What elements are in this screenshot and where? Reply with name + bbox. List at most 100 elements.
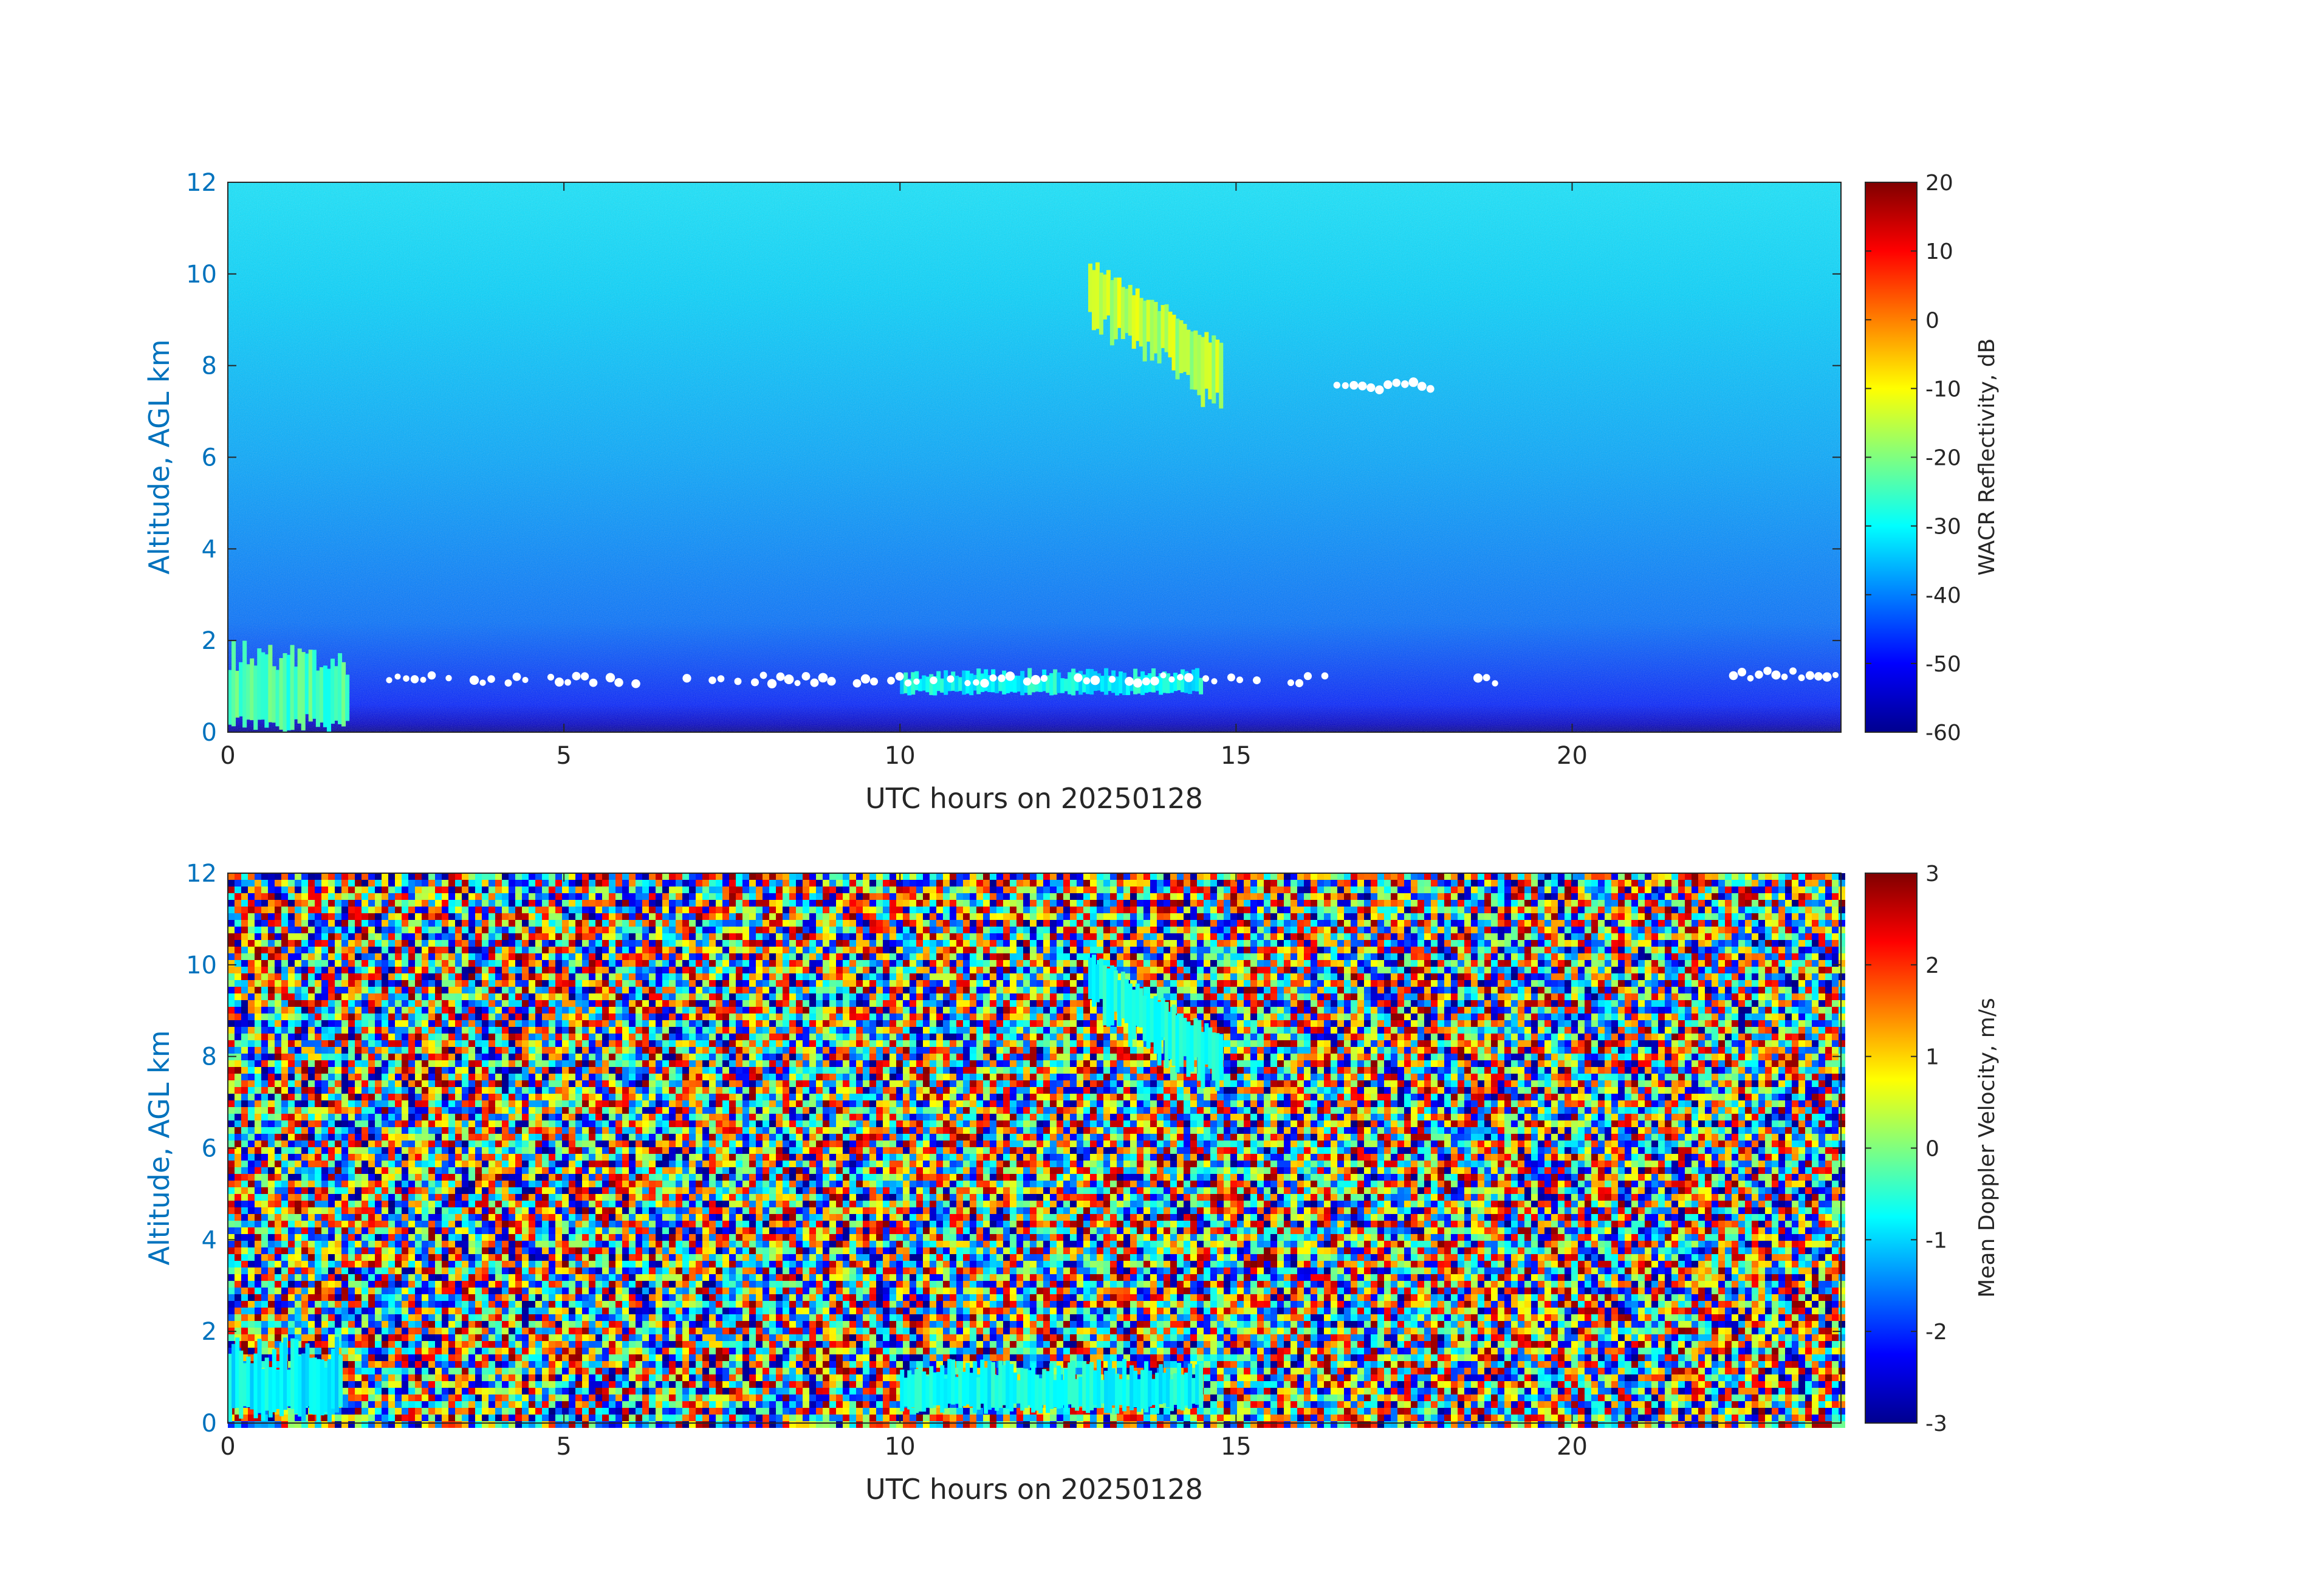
noise-cell [622, 953, 629, 960]
noise-cell [1718, 880, 1725, 887]
noise-cell [1798, 960, 1805, 967]
noise-cell [515, 880, 522, 887]
noise-cell [509, 913, 515, 920]
noise-cell [1043, 993, 1050, 1000]
noise-cell [228, 1000, 235, 1007]
noise-cell [936, 920, 943, 927]
noise-cell [1170, 987, 1177, 993]
noise-cell [1197, 933, 1204, 940]
noise-cell [1170, 873, 1177, 880]
noise-cell [1765, 933, 1772, 940]
noise-cell [976, 987, 983, 993]
noise-cell [529, 980, 535, 987]
noise-cell [1331, 893, 1337, 900]
noise-cell [1003, 940, 1010, 947]
noise-cell [729, 907, 736, 913]
noise-cell [1464, 987, 1471, 993]
noise-cell [402, 953, 408, 960]
noise-cell [1565, 993, 1571, 1000]
noise-cell [1692, 887, 1698, 893]
noise-cell [1164, 953, 1170, 960]
noise-cell [1050, 900, 1057, 907]
noise-cell [856, 993, 863, 1000]
masked-point [564, 679, 571, 686]
noise-cell [1317, 933, 1324, 940]
noise-cell [1143, 907, 1150, 913]
noise-cell [923, 933, 930, 940]
noise-cell [1230, 927, 1237, 933]
noise-cell [1598, 933, 1605, 940]
noise-cell [1705, 933, 1712, 940]
noise-cell [1351, 880, 1357, 887]
noise-cell [856, 947, 863, 953]
noise-cell [1805, 953, 1812, 960]
noise-cell [1063, 900, 1070, 907]
noise-cell [388, 940, 395, 947]
noise-cell [1551, 953, 1558, 960]
noise-cell [1498, 893, 1504, 900]
noise-cell [268, 980, 275, 987]
masked-point [1253, 676, 1261, 685]
noise-cell [1190, 880, 1197, 887]
noise-cell [502, 907, 509, 913]
noise-cell [1070, 920, 1077, 927]
noise-cell [1778, 927, 1785, 933]
noise-cell [963, 967, 970, 973]
noise-cell [1551, 967, 1558, 973]
noise-cell [1651, 887, 1658, 893]
masked-point [1133, 678, 1143, 688]
noise-cell [415, 887, 422, 893]
noise-cell [1277, 953, 1284, 960]
noise-cell [348, 887, 355, 893]
noise-cell [375, 893, 382, 900]
noise-cell [328, 953, 335, 960]
noise-cell [816, 953, 823, 960]
noise-cell [415, 933, 422, 940]
noise-cell [709, 893, 716, 900]
feature-cell [301, 652, 306, 731]
noise-cell [1030, 973, 1037, 980]
noise-cell [1391, 993, 1397, 1000]
noise-cell [1177, 900, 1184, 907]
noise-cell [1825, 893, 1832, 900]
noise-cell [442, 987, 448, 993]
noise-cell [930, 960, 936, 967]
noise-cell [649, 980, 656, 987]
noise-cell [1772, 913, 1778, 920]
noise-cell [923, 887, 930, 893]
noise-cell [495, 973, 502, 980]
noise-cell [796, 873, 803, 880]
noise-cell [1732, 953, 1738, 960]
noise-cell [1825, 887, 1832, 893]
noise-cell [696, 967, 702, 973]
noise-cell [535, 980, 542, 987]
noise-cell [1839, 907, 1845, 913]
noise-cell [355, 933, 362, 940]
noise-cell [1571, 940, 1578, 947]
noise-cell [916, 940, 923, 947]
noise-cell [1157, 987, 1164, 993]
noise-cell [1498, 920, 1504, 927]
noise-cell [669, 873, 676, 880]
noise-cell [1257, 947, 1264, 953]
noise-cell [1090, 907, 1097, 913]
noise-cell [288, 973, 295, 980]
noise-cell [1250, 907, 1257, 913]
noise-cell [1671, 980, 1678, 987]
noise-cell [1030, 920, 1037, 927]
noise-cell [448, 987, 455, 993]
noise-cell [582, 1000, 589, 1007]
noise-cell [943, 893, 950, 900]
noise-cell [529, 987, 535, 993]
noise-cell [1003, 873, 1010, 880]
noise-cell [321, 887, 328, 893]
noise-cell [1798, 947, 1805, 953]
noise-cell [1558, 960, 1565, 967]
noise-cell [622, 927, 629, 933]
noise-cell [1438, 987, 1444, 993]
noise-cell [1451, 887, 1458, 893]
noise-cell [823, 893, 829, 900]
noise-cell [856, 960, 863, 967]
noise-cell [1130, 933, 1137, 940]
noise-cell [535, 933, 542, 940]
